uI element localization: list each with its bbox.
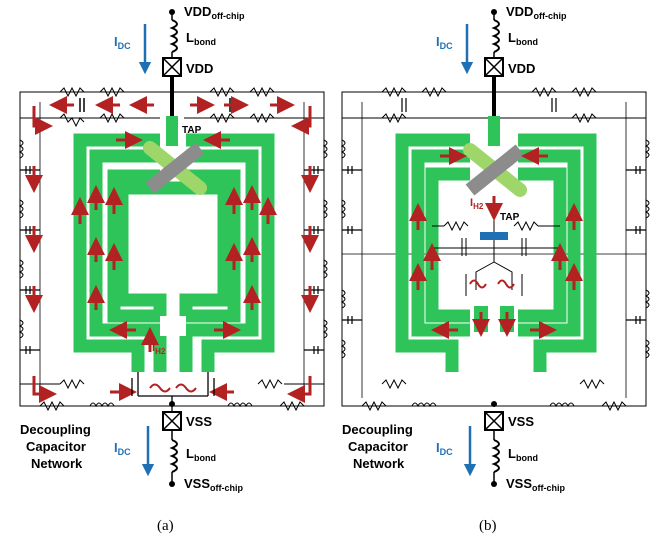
pad-cross-icon	[484, 411, 504, 431]
network-label-b-line3: Network	[353, 456, 405, 471]
caption-a: (a)	[157, 518, 174, 534]
pad-cross-icon	[162, 57, 182, 77]
ac-source-icon	[469, 279, 487, 289]
lbond-bottom-label: Lbond	[186, 446, 216, 463]
ac-source-icon	[149, 383, 171, 393]
inductor-icon	[18, 139, 328, 339]
bond-inductor-icon	[491, 19, 500, 53]
network-label-line2: Capacitor	[26, 439, 86, 454]
network-label-b-line1: Decoupling	[342, 422, 413, 437]
network-label-line3: Network	[31, 456, 83, 471]
vss-pad-label-b: VSS	[508, 414, 534, 429]
panel-a: TAP	[18, 4, 328, 534]
vdd-pad-label-b: VDD	[508, 61, 535, 76]
vss-pad-label: VSS	[186, 414, 212, 429]
lbond-label: Lbond	[186, 30, 216, 47]
vss-offchip-label-b: VSSoff-chip	[506, 476, 566, 493]
idc-bottom-label-b: IDC	[436, 440, 453, 457]
idc-top-label: IDC	[114, 34, 131, 51]
caption-b: (b)	[479, 518, 497, 534]
lbond-label-b: Lbond	[508, 30, 538, 47]
network-label-b-line2: Capacitor	[348, 439, 408, 454]
capacitor-icon	[79, 98, 235, 112]
vdd-offchip-label-b: VDDoff-chip	[506, 4, 567, 21]
network-label-line1: Decoupling	[20, 422, 91, 437]
capacitor-icon	[480, 232, 508, 240]
idc-bottom-label: IDC	[114, 440, 131, 457]
current-arrows	[25, 96, 319, 403]
idc-top-label-b: IDC	[436, 34, 453, 51]
pad-cross-icon	[484, 57, 504, 77]
tap-label: TAP	[182, 125, 202, 136]
ih2-label: IH2	[152, 342, 166, 356]
ih2-label-b: IH2	[470, 197, 484, 211]
pad-cross-icon	[162, 411, 182, 431]
vdd-offchip-label: VDDoff-chip	[184, 4, 245, 21]
panel-b: TAP IH2 VDDoff-chip Lbo	[340, 4, 650, 534]
transistor-icon	[131, 372, 215, 412]
vss-offchip-label: VSSoff-chip	[184, 476, 244, 493]
tap-label-b: TAP	[500, 212, 520, 223]
vdd-pad-label: VDD	[186, 61, 213, 76]
lbond-bottom-label-b: Lbond	[508, 446, 538, 463]
current-arrows-b	[409, 147, 583, 339]
bond-inductor-icon	[169, 19, 178, 53]
